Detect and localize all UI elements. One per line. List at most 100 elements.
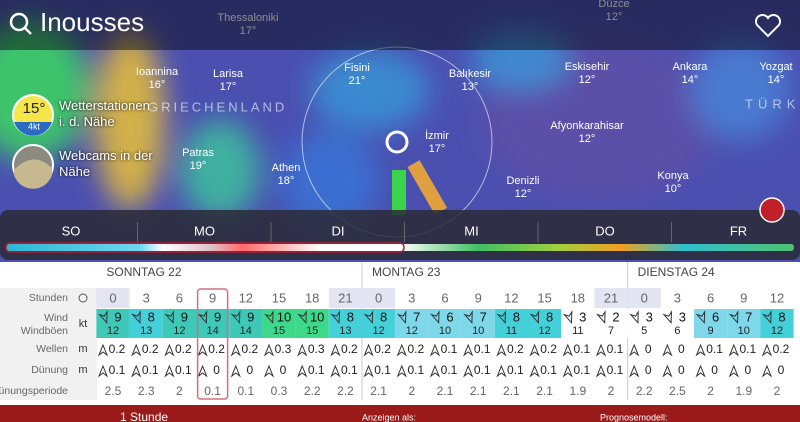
city-name: Yozgat bbox=[759, 61, 792, 73]
close-button[interactable] bbox=[759, 197, 785, 223]
gust: 15 bbox=[273, 325, 285, 337]
night-shade bbox=[627, 288, 661, 308]
direction-arrow bbox=[728, 364, 739, 378]
wind-cell bbox=[594, 309, 628, 338]
wind-cell bbox=[328, 309, 362, 338]
wave: 0.3 bbox=[275, 342, 292, 356]
timeline-day: DO bbox=[595, 223, 615, 238]
direction-arrow bbox=[629, 343, 640, 357]
wind: 8 bbox=[778, 309, 785, 324]
city-temp: 19° bbox=[190, 160, 207, 172]
selected-column bbox=[196, 288, 229, 400]
direction-arrow bbox=[197, 343, 208, 357]
swell: 0 bbox=[778, 363, 785, 377]
gust: 12 bbox=[173, 325, 185, 337]
swell: 0.1 bbox=[374, 363, 391, 377]
city-temp: 16° bbox=[149, 79, 166, 91]
timeline[interactable]: SO MO DI MI DO FR bbox=[0, 197, 800, 260]
direction-arrow bbox=[529, 310, 540, 324]
direction-arrow bbox=[131, 364, 142, 378]
timeline-day: FR bbox=[730, 223, 747, 238]
city-temp: 14° bbox=[682, 74, 699, 86]
favorite-icon[interactable] bbox=[754, 13, 782, 38]
night-shade bbox=[594, 288, 628, 308]
hour: 15 bbox=[537, 290, 551, 305]
direction-arrow bbox=[695, 364, 706, 378]
swell: 0.1 bbox=[308, 363, 325, 377]
wave: 0.2 bbox=[241, 342, 258, 356]
station-label[interactable]: Wetterstationen i. d. Nähe bbox=[59, 98, 150, 129]
station-temp: 15° bbox=[23, 100, 46, 117]
wave: 0.2 bbox=[540, 342, 557, 356]
webcam-label[interactable]: Webcams in der Nähe bbox=[59, 148, 153, 179]
direction-arrow bbox=[97, 343, 109, 357]
direction-arrow bbox=[297, 343, 308, 357]
direction-arrow bbox=[562, 310, 573, 324]
direction-arrow bbox=[662, 364, 673, 378]
wave: 0 bbox=[645, 342, 652, 356]
hour: 9 bbox=[209, 290, 216, 305]
swell-period: 2 bbox=[707, 384, 714, 398]
city-name: Ioannina bbox=[136, 66, 179, 78]
direction-arrow bbox=[463, 310, 473, 324]
hour: 3 bbox=[143, 290, 150, 305]
unit-label: m bbox=[78, 343, 87, 355]
city-temp: 14° bbox=[768, 74, 785, 86]
wave: 0.2 bbox=[208, 342, 225, 356]
city-name: Denizli bbox=[506, 175, 539, 187]
gust: 7 bbox=[608, 325, 614, 337]
swell-period: 2 bbox=[608, 384, 615, 398]
swell-period: 2.5 bbox=[105, 384, 122, 398]
wave: 0 bbox=[678, 342, 685, 356]
direction-arrow bbox=[164, 310, 175, 324]
direction-arrow bbox=[529, 343, 540, 357]
direction-arrow bbox=[629, 364, 640, 378]
wind: 6 bbox=[712, 309, 719, 324]
direction-arrow bbox=[761, 310, 772, 324]
night-shade bbox=[362, 288, 396, 308]
location-title[interactable]: Inousses bbox=[40, 7, 144, 37]
row-label: Dünungsperiode bbox=[0, 385, 68, 397]
wind-cell bbox=[162, 309, 196, 338]
gust: 5 bbox=[641, 325, 647, 337]
gust: 14 bbox=[206, 325, 218, 337]
wave: 0.2 bbox=[109, 342, 126, 356]
swell: 0.1 bbox=[142, 363, 159, 377]
city-name: Fisini bbox=[344, 62, 370, 74]
gust: 12 bbox=[771, 325, 783, 337]
gust: 10 bbox=[439, 325, 451, 337]
direction-arrow bbox=[562, 364, 573, 378]
direction-arrow bbox=[695, 310, 706, 324]
city-name: Ankara bbox=[673, 61, 709, 73]
wind-cell bbox=[229, 309, 263, 338]
hour: 12 bbox=[504, 290, 518, 305]
map[interactable]: Thessaloniki17°Düzce12°Ioannina16°Larisa… bbox=[0, 0, 800, 262]
wave: 0.2 bbox=[773, 342, 790, 356]
station-widget[interactable]: 15° 4kt bbox=[12, 94, 54, 136]
gust: 12 bbox=[107, 325, 119, 337]
station-wind: 4kt bbox=[28, 121, 41, 131]
direction-arrow bbox=[396, 343, 407, 357]
swell: 0.1 bbox=[507, 363, 524, 377]
timeline-day: MI bbox=[464, 223, 478, 238]
hour: 18 bbox=[305, 290, 319, 305]
city-temp: 13° bbox=[462, 81, 479, 93]
search-icon[interactable] bbox=[9, 12, 29, 32]
wind-cell bbox=[694, 309, 728, 338]
wind-cell bbox=[295, 309, 329, 338]
wave: 0.2 bbox=[407, 342, 424, 356]
direction-arrow bbox=[263, 343, 275, 357]
city-name: Larisa bbox=[213, 68, 244, 80]
direction-arrow bbox=[263, 310, 274, 324]
swell-period: 0.3 bbox=[271, 384, 288, 398]
wind-cell bbox=[660, 309, 694, 338]
unit-label: kt bbox=[79, 318, 88, 330]
webcam-widget[interactable] bbox=[12, 144, 54, 189]
wave: 0.2 bbox=[175, 342, 192, 356]
hour: 6 bbox=[441, 290, 448, 305]
wave: 0.1 bbox=[706, 342, 723, 356]
direction-arrow bbox=[297, 310, 307, 324]
wind: 9 bbox=[247, 309, 254, 324]
city-name: Afyonkarahisar bbox=[550, 120, 624, 132]
direction-arrow bbox=[595, 343, 607, 357]
